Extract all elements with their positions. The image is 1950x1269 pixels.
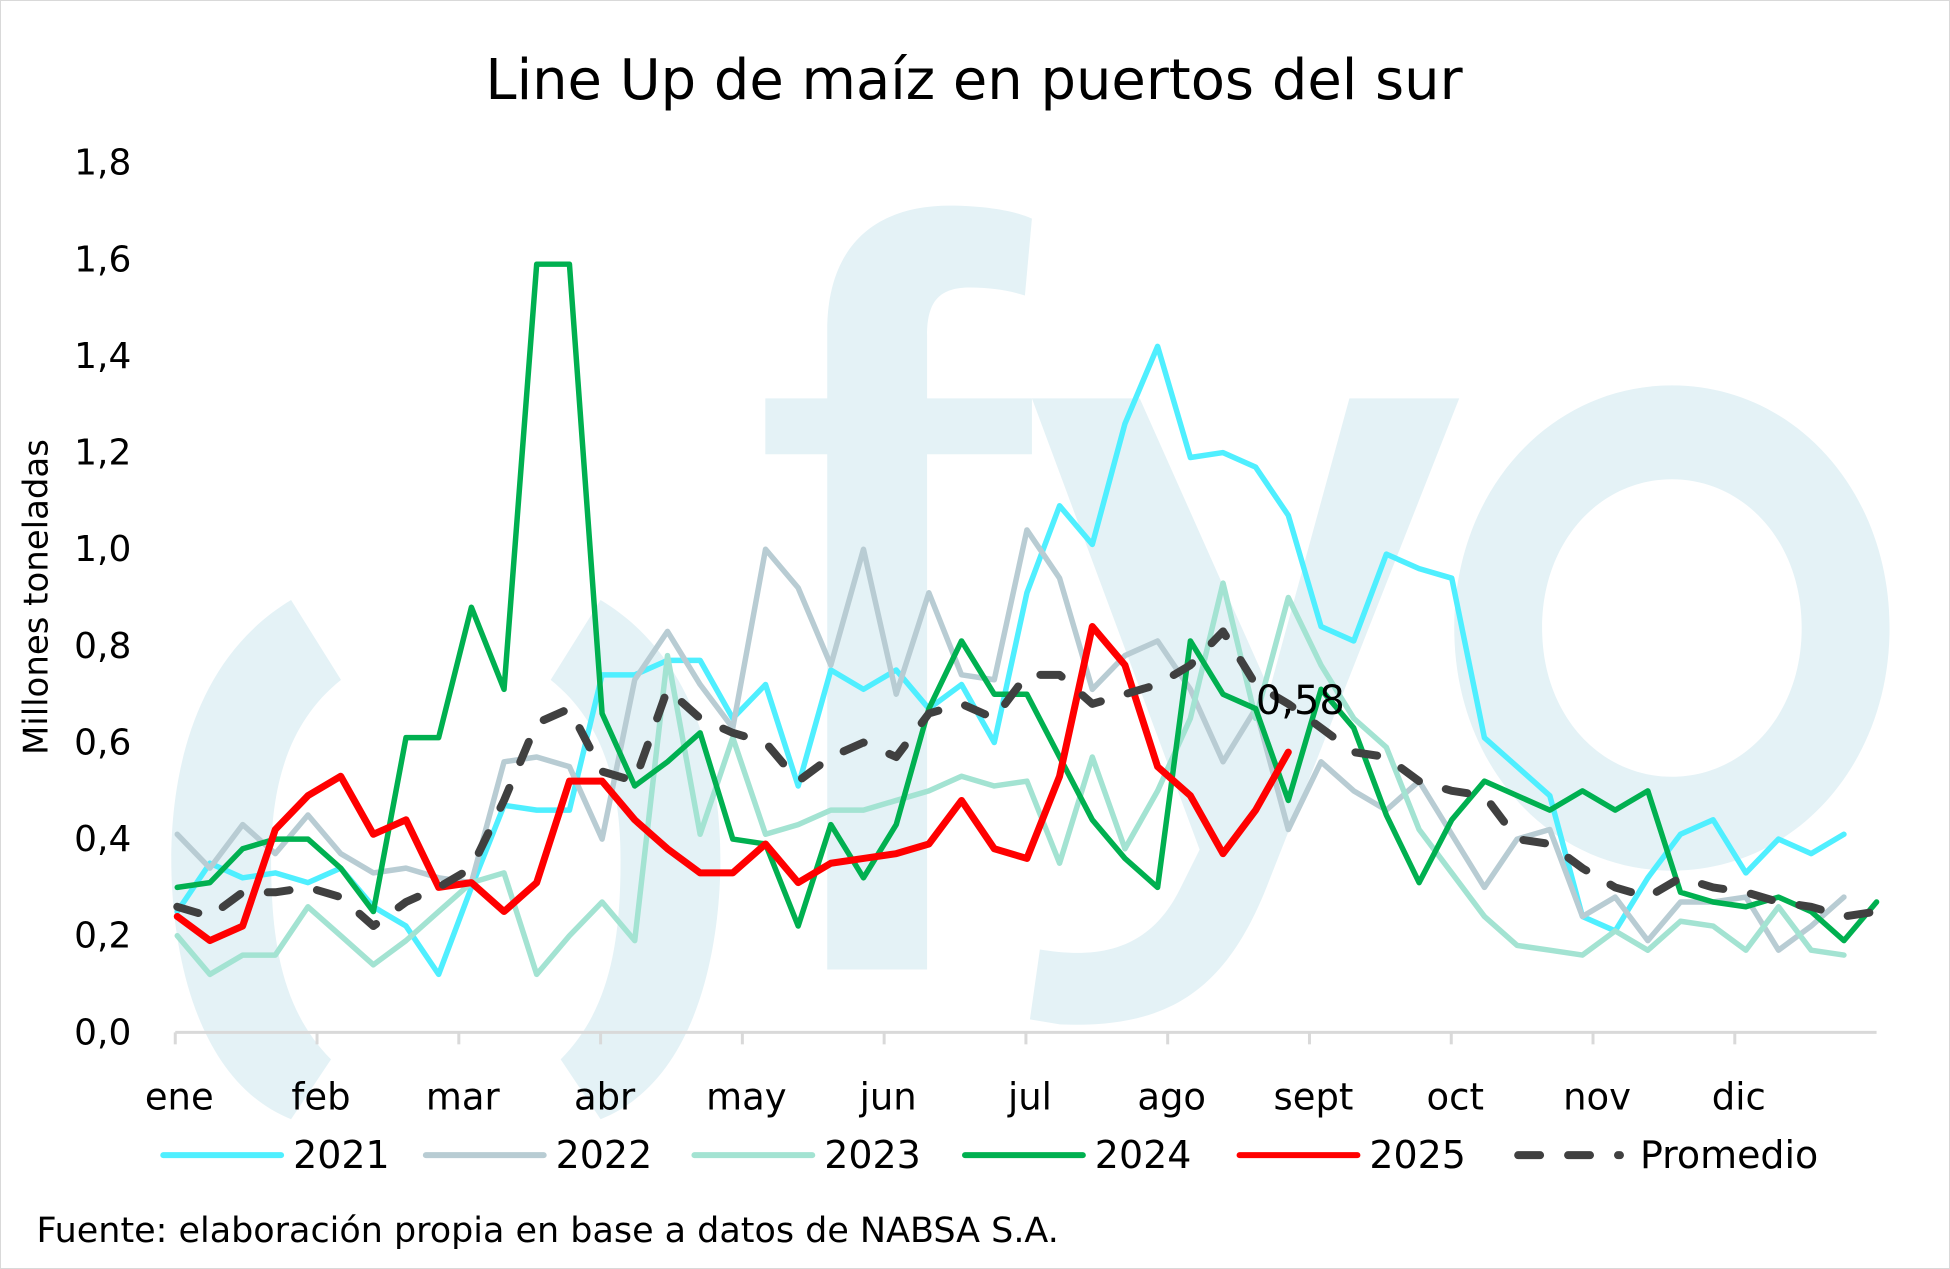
legend-label: 2023 bbox=[824, 1133, 921, 1177]
watermark-mid-arc bbox=[550, 600, 721, 1120]
legend-label: 2021 bbox=[293, 1133, 390, 1177]
series-line-2024 bbox=[174, 261, 1880, 944]
y-axis-ticks: 0,0 0,2 0,4 0,6 0,8 1,0 1,2 1,4 1,6 1,8 bbox=[74, 143, 131, 1054]
y-tick-label: 1,0 bbox=[74, 529, 131, 570]
y-tick-label: 1,2 bbox=[74, 433, 131, 474]
y-tick-label: 1,4 bbox=[74, 336, 131, 377]
x-tick-label: may bbox=[706, 1075, 786, 1118]
x-tick-label: jun bbox=[859, 1075, 917, 1118]
watermark-letter-y bbox=[1029, 398, 1460, 1025]
watermark-left-arc bbox=[171, 600, 342, 1120]
x-tick-label: abr bbox=[574, 1075, 636, 1118]
x-tick-label: nov bbox=[1563, 1075, 1631, 1118]
watermark-letter-o bbox=[1454, 385, 1890, 871]
y-axis-label: Millones toneladas bbox=[16, 439, 56, 755]
x-tick-label: ene bbox=[145, 1075, 214, 1118]
watermark-logo bbox=[171, 205, 1890, 1120]
series-line-2023 bbox=[174, 580, 1847, 978]
legend-label: Promedio bbox=[1640, 1133, 1818, 1177]
x-tick-label: ago bbox=[1137, 1075, 1206, 1118]
watermark-letter-f bbox=[765, 205, 1032, 970]
x-tick-label: dic bbox=[1712, 1075, 1766, 1118]
y-tick-label: 0,8 bbox=[74, 626, 131, 667]
x-tick-label: oct bbox=[1427, 1075, 1484, 1118]
legend-label: 2022 bbox=[556, 1133, 653, 1177]
series-line-promedio bbox=[173, 627, 1881, 931]
y-tick-label: 0,6 bbox=[74, 722, 131, 763]
y-tick-label: 1,6 bbox=[74, 239, 131, 280]
chart-title: Line Up de maíz en puertos del sur bbox=[485, 48, 1462, 113]
x-axis: ene feb mar abr may jun jul ago sept oct nov dic bbox=[145, 1030, 1877, 1118]
x-tick-label: feb bbox=[291, 1075, 350, 1118]
legend-label: 2025 bbox=[1369, 1133, 1466, 1177]
x-tick-label: mar bbox=[426, 1075, 501, 1118]
data-label-2025-last: 0,58 bbox=[1256, 678, 1345, 724]
y-tick-label: 0,4 bbox=[74, 819, 131, 860]
legend-label: 2024 bbox=[1095, 1133, 1192, 1177]
legend: 2021 2022 2023 2024 2025 Promedio bbox=[160, 1133, 1818, 1177]
y-tick-label: 1,8 bbox=[74, 143, 131, 184]
series-lines bbox=[173, 261, 1881, 978]
y-tick-label: 0,0 bbox=[74, 1012, 131, 1053]
series-line-2025 bbox=[173, 623, 1292, 945]
y-tick-label: 0,2 bbox=[74, 916, 131, 957]
source-note: Fuente: elaboración propia en base a dat… bbox=[36, 1211, 1058, 1251]
x-tick-label: sept bbox=[1274, 1075, 1354, 1118]
x-tick-label: jul bbox=[1007, 1075, 1052, 1118]
